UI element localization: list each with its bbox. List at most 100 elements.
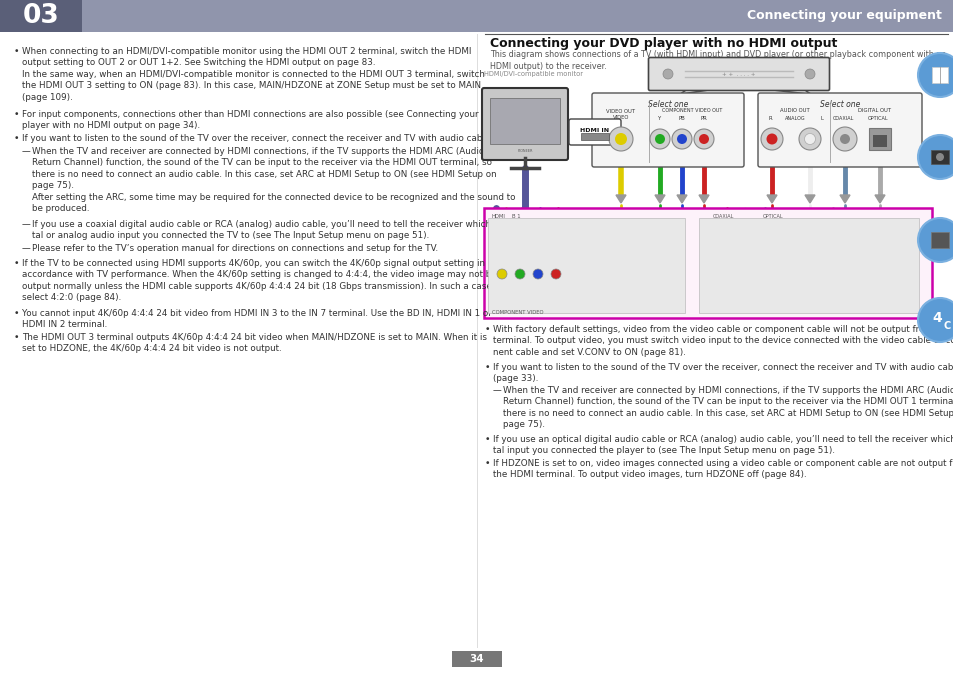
Text: •: • — [14, 259, 19, 268]
Text: •: • — [14, 309, 19, 318]
Text: •: • — [14, 134, 19, 143]
Polygon shape — [655, 195, 664, 203]
Text: COMPONENT VIDEO OUT: COMPONENT VIDEO OUT — [661, 108, 721, 113]
Text: C: C — [943, 321, 949, 331]
FancyBboxPatch shape — [481, 88, 567, 160]
Text: You cannot input 4K/60p 4:4:4 24 bit video from HDMI IN 3 to the IN 7 terminal. : You cannot input 4K/60p 4:4:4 24 bit vid… — [22, 309, 492, 329]
Text: If you want to listen to the sound of the TV over the receiver, connect the rece: If you want to listen to the sound of th… — [22, 134, 497, 143]
Bar — [488, 218, 684, 313]
Text: —: — — [493, 386, 501, 395]
Text: DVD player, etc.: DVD player, etc. — [666, 71, 720, 77]
FancyBboxPatch shape — [648, 57, 828, 90]
Text: •: • — [14, 333, 19, 342]
Bar — [872, 135, 886, 147]
Text: Select one: Select one — [819, 100, 860, 109]
Text: PR: PR — [700, 116, 706, 121]
Polygon shape — [766, 195, 776, 203]
Circle shape — [765, 134, 777, 144]
Text: COMPONENT VIDEO: COMPONENT VIDEO — [492, 310, 543, 315]
Text: If you use an optical digital audio cable or RCA (analog) audio cable, you’ll ne: If you use an optical digital audio cabl… — [493, 435, 953, 456]
Polygon shape — [874, 195, 884, 203]
Polygon shape — [616, 195, 625, 203]
Bar — [452, 651, 501, 667]
Text: 34: 34 — [469, 654, 484, 664]
Text: R: R — [767, 116, 771, 121]
Circle shape — [497, 269, 506, 279]
Text: COAXIAL: COAXIAL — [831, 116, 853, 121]
Circle shape — [649, 129, 669, 149]
Circle shape — [515, 269, 524, 279]
Text: ANALOG: ANALOG — [784, 116, 804, 121]
Text: Select one: Select one — [647, 100, 687, 109]
Text: This diagram shows connections of a TV (with HDMI input) and DVD player (or othe: This diagram shows connections of a TV (… — [490, 50, 945, 71]
Text: When connecting to an HDMI/DVI-compatible monitor using the HDMI OUT 2 terminal,: When connecting to an HDMI/DVI-compatibl… — [22, 47, 484, 102]
Text: If HDZONE is set to on, video images connected using a video cable or component : If HDZONE is set to on, video images con… — [493, 459, 953, 479]
FancyBboxPatch shape — [758, 93, 921, 167]
Circle shape — [832, 127, 856, 151]
Circle shape — [615, 133, 626, 145]
Text: —: — — [22, 147, 30, 156]
Circle shape — [803, 134, 815, 144]
Circle shape — [677, 134, 686, 144]
Text: 4: 4 — [931, 311, 941, 325]
Circle shape — [935, 153, 943, 161]
Circle shape — [671, 129, 691, 149]
Text: If you use a coaxial digital audio cable or RCA (analog) audio cable, you’ll nee: If you use a coaxial digital audio cable… — [32, 220, 513, 240]
Bar — [930, 232, 948, 248]
Bar — [490, 98, 559, 144]
Text: —: — — [22, 244, 30, 253]
Bar — [0, 0, 953, 32]
Circle shape — [917, 298, 953, 342]
Text: •: • — [484, 459, 490, 468]
Circle shape — [608, 127, 633, 151]
Text: •: • — [14, 47, 19, 56]
Polygon shape — [677, 195, 686, 203]
Circle shape — [799, 128, 821, 150]
Text: + +  . . . . +: + + . . . . + — [721, 72, 755, 76]
Text: COAXIAL: COAXIAL — [712, 214, 734, 219]
Text: PIONEER: PIONEER — [517, 149, 532, 153]
Bar — [931, 67, 947, 83]
Text: VIDEO OUT: VIDEO OUT — [606, 109, 635, 114]
Text: AUDIO OUT: AUDIO OUT — [780, 108, 809, 113]
Circle shape — [917, 135, 953, 179]
Text: Please refer to the TV’s operation manual for directions on connections and setu: Please refer to the TV’s operation manua… — [32, 244, 437, 253]
Circle shape — [533, 269, 542, 279]
Text: The HDMI OUT 3 terminal outputs 4K/60p 4:4:4 24 bit video when MAIN/HDZONE is se: The HDMI OUT 3 terminal outputs 4K/60p 4… — [22, 333, 486, 354]
Bar — [483, 208, 931, 318]
Circle shape — [551, 269, 560, 279]
Text: Connecting your DVD player with no HDMI output: Connecting your DVD player with no HDMI … — [490, 37, 837, 50]
Polygon shape — [699, 195, 708, 203]
Text: When the TV and receiver are connected by HDMI connections, if the TV supports t: When the TV and receiver are connected b… — [502, 386, 953, 429]
Polygon shape — [804, 195, 814, 203]
Text: If you want to listen to the sound of the TV over the receiver, connect the rece: If you want to listen to the sound of th… — [493, 363, 953, 383]
Bar — [930, 150, 948, 164]
Bar — [580, 133, 608, 140]
Circle shape — [804, 69, 814, 79]
Text: •: • — [484, 363, 490, 372]
Text: If the TV to be connected using HDMI supports 4K/60p, you can switch the 4K/60p : If the TV to be connected using HDMI sup… — [22, 259, 497, 302]
Text: —: — — [22, 220, 30, 229]
Text: VIDEO: VIDEO — [612, 115, 629, 120]
Circle shape — [917, 218, 953, 262]
Circle shape — [699, 134, 708, 144]
Text: HDMI/DVI-compatible monitor: HDMI/DVI-compatible monitor — [483, 71, 582, 77]
Text: •: • — [484, 325, 490, 334]
Bar — [699, 218, 918, 313]
Text: When the TV and receiver are connected by HDMI connections, if the TV supports t: When the TV and receiver are connected b… — [32, 147, 515, 213]
Text: For input components, connections other than HDMI connections are also possible : For input components, connections other … — [22, 110, 500, 130]
Text: PB: PB — [678, 116, 684, 121]
Text: B 1: B 1 — [512, 214, 520, 219]
Text: OPTICAL: OPTICAL — [762, 214, 782, 219]
Text: •: • — [484, 435, 490, 444]
Text: HDMI IN: HDMI IN — [579, 128, 609, 132]
Polygon shape — [840, 195, 849, 203]
FancyBboxPatch shape — [568, 119, 620, 145]
Text: DIGITAL OUT: DIGITAL OUT — [858, 108, 891, 113]
Circle shape — [662, 69, 672, 79]
Text: Y: Y — [658, 116, 661, 121]
Text: L: L — [820, 116, 822, 121]
Circle shape — [840, 134, 849, 144]
Text: Connecting your equipment: Connecting your equipment — [746, 9, 941, 22]
FancyBboxPatch shape — [592, 93, 743, 167]
